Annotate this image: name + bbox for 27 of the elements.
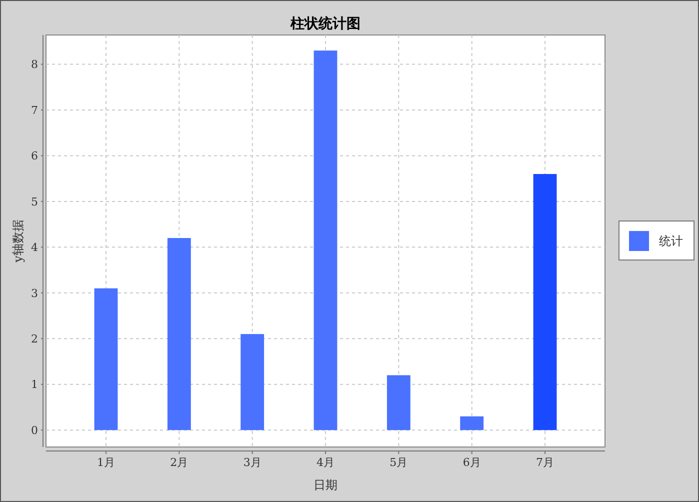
y-tick-label: 0	[31, 424, 38, 437]
x-tick-label: 1月	[96, 456, 115, 469]
y-tick-label: 1	[31, 378, 38, 392]
x-tick-label: 5月	[390, 456, 408, 469]
bar	[167, 238, 191, 430]
x-tick-label: 4月	[316, 456, 334, 469]
x-tick-label: 6月	[462, 456, 481, 469]
bar	[240, 334, 264, 430]
bar	[314, 50, 338, 430]
x-tick-label: 2月	[170, 456, 188, 469]
chart-title: 柱状统计图	[290, 15, 360, 32]
y-tick-label: 8	[31, 58, 38, 72]
x-tick-label: 3月	[243, 456, 262, 469]
y-tick-label: 7	[31, 104, 38, 117]
y-tick-label: 5	[31, 195, 38, 208]
x-tick-label: 7月	[536, 456, 554, 469]
y-tick-label: 3	[31, 286, 38, 300]
bar	[460, 416, 484, 430]
y-axis-title: y轴数据	[11, 220, 25, 264]
x-axis-title: 日期	[314, 478, 338, 492]
y-tick-label: 4	[31, 241, 38, 254]
bar	[94, 288, 118, 430]
legend-label: 统计	[659, 234, 683, 248]
bar	[533, 174, 557, 430]
y-tick-label: 2	[31, 332, 38, 346]
bar	[386, 375, 410, 430]
y-tick-label: 6	[31, 150, 38, 163]
